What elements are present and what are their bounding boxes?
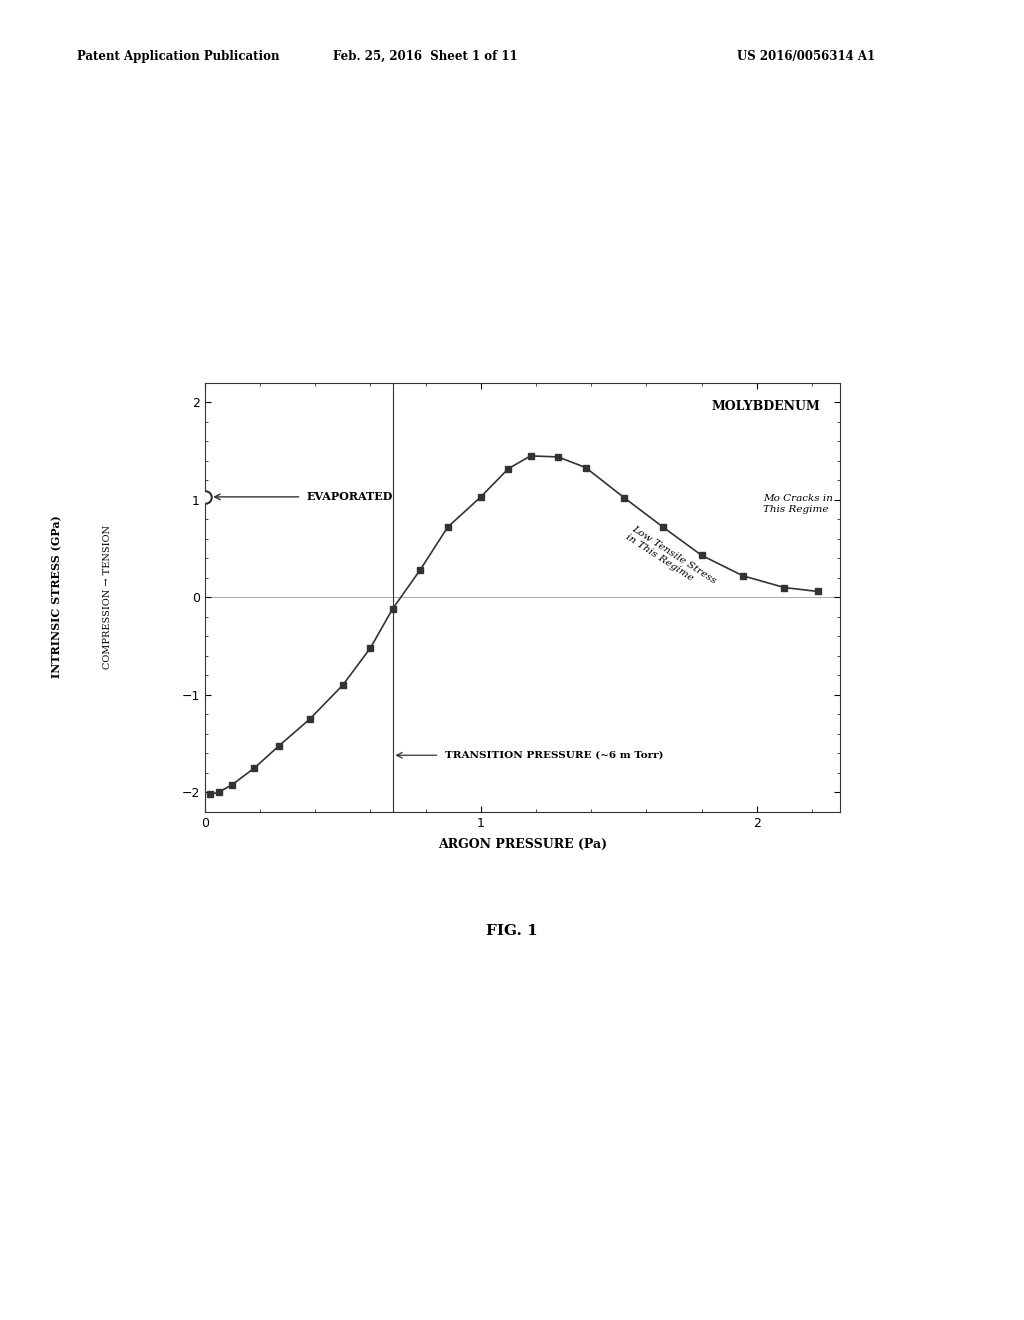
X-axis label: ARGON PRESSURE (Pa): ARGON PRESSURE (Pa) bbox=[437, 838, 607, 851]
Text: Mo Cracks in
This Regime: Mo Cracks in This Regime bbox=[764, 495, 834, 513]
Text: MOLYBDENUM: MOLYBDENUM bbox=[712, 400, 820, 413]
Text: COMPRESSION → TENSION: COMPRESSION → TENSION bbox=[103, 524, 112, 669]
Text: US 2016/0056314 A1: US 2016/0056314 A1 bbox=[737, 50, 876, 63]
Text: FIG. 1: FIG. 1 bbox=[486, 924, 538, 937]
Text: Feb. 25, 2016  Sheet 1 of 11: Feb. 25, 2016 Sheet 1 of 11 bbox=[333, 50, 517, 63]
Text: EVAPORATED: EVAPORATED bbox=[307, 491, 393, 503]
Text: Low Tensile Stress
in This Regime: Low Tensile Stress in This Regime bbox=[625, 524, 718, 594]
Text: Patent Application Publication: Patent Application Publication bbox=[77, 50, 280, 63]
Text: INTRINSIC STRESS (GPa): INTRINSIC STRESS (GPa) bbox=[51, 515, 61, 678]
Text: TRANSITION PRESSURE (~6 m Torr): TRANSITION PRESSURE (~6 m Torr) bbox=[445, 751, 664, 760]
